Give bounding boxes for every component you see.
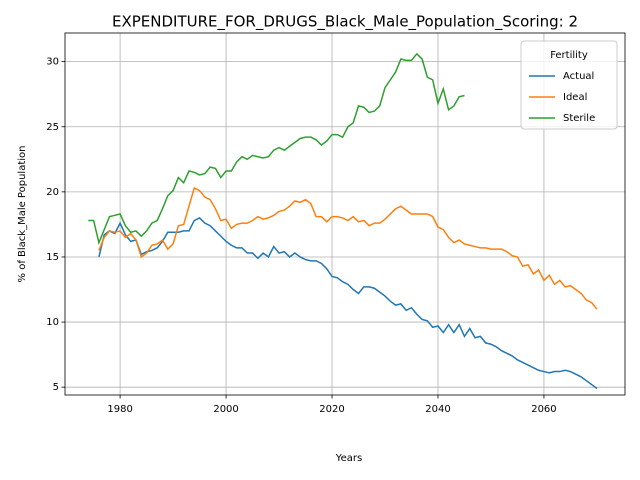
y-tick-label: 5 [53, 382, 59, 393]
y-tick-label: 30 [46, 57, 59, 68]
x-tick-label: 1980 [107, 404, 132, 415]
x-tick-label: 2020 [319, 404, 344, 415]
legend-label: Actual [563, 71, 594, 82]
x-tick-label: 2040 [425, 404, 450, 415]
series-line [88, 52, 465, 246]
series-line [98, 217, 598, 390]
legend-label: Ideal [563, 92, 587, 103]
series-line [98, 186, 598, 310]
legend: Fertility Actual Ideal Sterile [520, 40, 618, 130]
legend-box [520, 40, 618, 130]
plot-frame [64, 32, 626, 396]
x-tick-label: 2000 [213, 404, 238, 415]
legend-label: Sterile [563, 113, 595, 124]
x-tick-label: 2060 [531, 404, 556, 415]
x-axis-label: Years [335, 453, 362, 464]
y-tick-label: 10 [46, 317, 59, 328]
y-tick-label: 20 [46, 187, 59, 198]
legend-title: Fertility [550, 50, 588, 61]
y-tick-label: 25 [46, 122, 59, 133]
chart-title: EXPENDITURE_FOR_DRUGS_Black_Male_Populat… [112, 13, 578, 32]
y-axis-label: % of Black_Male Population [17, 146, 28, 283]
lines [88, 52, 598, 390]
y-tick-label: 15 [46, 252, 59, 263]
